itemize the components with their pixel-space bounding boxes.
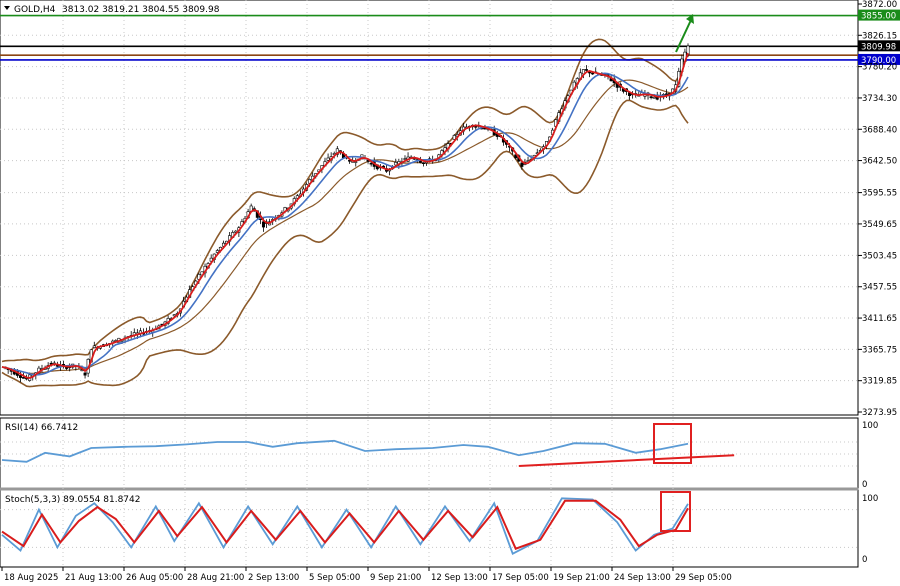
price-axis: 3872.00 3826.15 3780.20 3734.30 3688.40 3642.… xyxy=(858,0,897,418)
y-tick-label: 3642.50 xyxy=(862,157,897,167)
rsi-tick-min: 0 xyxy=(862,480,867,490)
x-tick-label: 29 Sep 05:00 xyxy=(675,573,732,583)
ma-blue xyxy=(1,72,689,376)
rsi-highlight-box xyxy=(653,423,692,464)
candle-body xyxy=(394,162,398,166)
price-level-tag xyxy=(858,9,900,21)
x-tick-label: 17 Sep 05:00 xyxy=(492,573,549,583)
candle-body xyxy=(403,158,407,160)
candle-body xyxy=(520,162,524,167)
candle-body xyxy=(209,257,213,262)
x-tick-label: 24 Sep 13:00 xyxy=(614,573,671,583)
x-tick-label: 5 Sep 05:00 xyxy=(309,573,360,583)
stoch-signal-line xyxy=(1,499,689,550)
main-pane[interactable] xyxy=(0,0,859,416)
symbol-label: GOLD,H4 xyxy=(14,5,56,15)
candle-body xyxy=(335,148,339,155)
candle-body xyxy=(172,314,176,317)
x-tick-label: 18 Aug 2025 xyxy=(4,573,58,583)
y-tick-label: 3688.40 xyxy=(862,125,897,135)
time-axis: 18 Aug 2025 21 Aug 13:00 26 Aug 05:00 28 Au… xyxy=(1,567,732,583)
x-tick-label: 2 Sep 13:00 xyxy=(248,573,299,583)
candle-body xyxy=(215,250,219,253)
candle-body xyxy=(584,69,588,71)
x-tick-label: 12 Sep 13:00 xyxy=(431,573,488,583)
y-tick-label: 3503.45 xyxy=(862,251,897,261)
y-tick-label: 3549.65 xyxy=(862,220,897,230)
y-tick-label: 3273.95 xyxy=(862,408,897,418)
bollinger-lower xyxy=(1,99,689,388)
candle-body xyxy=(591,72,595,75)
candle-body xyxy=(514,154,518,159)
candle-body xyxy=(421,162,425,164)
x-tick-label: 26 Aug 05:00 xyxy=(126,573,183,583)
rsi-label: RSI(14) 66.7412 xyxy=(5,423,78,433)
stoch-label: Stoch(5,3,3) 89.0554 81.8742 xyxy=(5,495,140,505)
y-tick-label: 3411.65 xyxy=(862,314,897,324)
y-tick-label: 3319.85 xyxy=(862,377,897,387)
forecast-arrow-head xyxy=(686,14,694,24)
x-tick-label: 19 Sep 21:00 xyxy=(553,573,610,583)
candle-body xyxy=(22,377,26,379)
candle-body xyxy=(652,96,656,99)
rsi-series xyxy=(0,423,858,467)
price-levels: 3855.00 3809.98 3790.00 xyxy=(0,9,900,66)
price-level-tag xyxy=(858,40,900,52)
price-level-label: 3855.00 xyxy=(861,12,896,22)
forecast-arrow xyxy=(675,19,692,53)
candle-body xyxy=(261,221,265,228)
dropdown-triangle-icon[interactable] xyxy=(4,6,10,10)
moving-averages xyxy=(1,14,694,379)
ohlc-label: 3813.02 3819.21 3804.55 3809.98 xyxy=(62,5,220,15)
candle-body xyxy=(221,242,225,247)
price-level-tag xyxy=(858,53,900,65)
candle-body xyxy=(649,96,653,98)
candle-body xyxy=(369,162,373,165)
rsi-tick-max: 100 xyxy=(862,421,878,431)
x-tick-label: 9 Sep 21:00 xyxy=(370,573,421,583)
y-tick-label: 3872.00 xyxy=(862,0,897,10)
grid xyxy=(0,0,858,567)
bollinger-bands xyxy=(1,38,689,388)
stoch-tick-max: 100 xyxy=(862,494,878,504)
y-tick-label: 3826.15 xyxy=(862,31,897,41)
stoch-tick-min: 0 xyxy=(862,555,867,565)
candle-body xyxy=(295,195,299,199)
y-tick-label: 3780.20 xyxy=(862,63,897,73)
candle-body xyxy=(474,126,478,128)
x-tick-label: 21 Aug 13:00 xyxy=(65,573,122,583)
bollinger-middle xyxy=(1,79,689,374)
x-tick-label: 28 Aug 21:00 xyxy=(187,573,244,583)
candle-body xyxy=(452,135,456,140)
price-level-label: 3809.98 xyxy=(861,42,896,52)
candle-body xyxy=(18,375,22,378)
candle-body xyxy=(83,372,87,376)
price-level-label: 3790.00 xyxy=(861,56,896,66)
y-tick-label: 3734.30 xyxy=(862,94,897,104)
y-tick-label: 3365.75 xyxy=(862,345,897,355)
stoch-highlight-box xyxy=(660,491,691,532)
rsi-line xyxy=(1,439,689,463)
candle-body xyxy=(55,365,59,367)
y-tick-label: 3595.55 xyxy=(862,189,897,199)
y-tick-label: 3457.55 xyxy=(862,283,897,293)
candle-body xyxy=(326,157,330,161)
stoch-series xyxy=(0,491,858,555)
ma-red xyxy=(1,52,689,379)
candle-body xyxy=(92,345,96,348)
bollinger-upper xyxy=(1,38,689,363)
rsi-trendline xyxy=(518,454,735,467)
